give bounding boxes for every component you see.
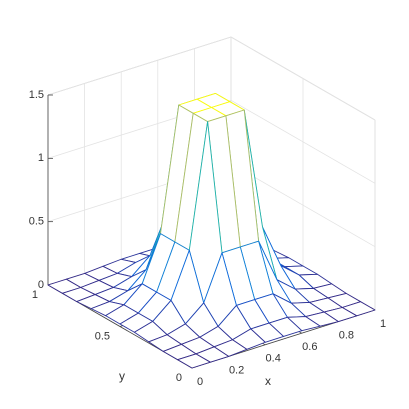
x-tick-label: 0	[197, 376, 203, 388]
y-tick-label: 0.5	[95, 330, 110, 342]
z-tick-label: 0.5	[29, 216, 44, 228]
x-tick-label: 0.8	[339, 330, 354, 342]
surface	[47, 92, 376, 369]
x-tick-label: 0.4	[266, 353, 281, 365]
y-axis-label: y	[119, 369, 125, 383]
mesh-cell	[177, 353, 211, 369]
x-tick-label: 0.2	[229, 364, 244, 376]
grid-line	[47, 36, 232, 96]
z-tick-label: 0	[38, 279, 44, 291]
x-axis-label: x	[265, 374, 271, 388]
z-tick-label: 1	[38, 152, 44, 164]
z-tick-label: 1.5	[29, 89, 44, 101]
y-tick-label: 0	[176, 372, 182, 384]
x-tick-label: 1	[380, 318, 386, 330]
y-tick-label: 1	[32, 289, 38, 301]
x-tick-label: 0.6	[302, 341, 317, 353]
